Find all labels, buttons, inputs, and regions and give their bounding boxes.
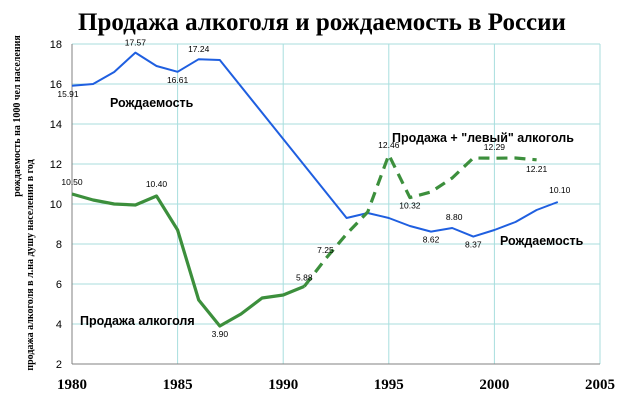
series-line-alcohol [71,192,305,328]
data-label: 5.88 [296,272,313,282]
x-tick-label: 2005 [585,377,615,393]
y-tick-label: 10 [50,199,62,211]
y-axis-label-alcohol: продажа алкоголя в л.на душу населения в… [25,159,36,370]
data-label: 12.21 [526,164,548,174]
data-label: 10.50 [61,177,83,187]
series-line-alcohol_total [303,153,537,288]
data-label: 8.80 [446,212,463,222]
y-axis-label-birth: рождаемость на 1000 чел населения [12,35,23,197]
y-tick-label: 16 [50,79,62,91]
data-label: 3.90 [212,329,229,339]
series-lines [71,51,559,328]
y-tick-label: 2 [56,359,62,371]
data-label: 16.61 [167,75,189,85]
x-tick-label: 1985 [163,377,193,393]
data-label: 8.37 [465,240,482,250]
series-label-birth-lower: Рождаемость [500,234,584,248]
data-labels: 15.91 17.57 16.61 17.24 8.62 8.80 8.37 10.10 10.… [57,38,570,339]
data-label: 7.25 [317,245,334,255]
data-label: 17.57 [125,38,147,48]
axes [71,44,600,365]
y-tick-label: 8 [56,239,62,251]
data-label: 12.46 [378,140,400,150]
series-label-alcohol-total: Продажа + "левый" алкоголь [392,131,574,145]
data-label: 8.62 [423,235,440,245]
x-tick-label: 1980 [57,377,87,393]
x-tick-label: 1995 [374,377,404,393]
series-label-alcohol: Продажа алкоголя [80,314,195,328]
y-tick-labels: 2 4 6 8 10 12 14 16 18 [50,39,62,371]
y-tick-label: 14 [50,119,62,131]
series-label-birth-upper: Рождаемость [110,96,194,110]
x-tick-labels: 1980 1985 1990 1995 2000 2005 [57,377,615,393]
x-tick-label: 2000 [479,377,509,393]
y-tick-label: 18 [50,39,62,51]
data-label: 10.10 [549,185,571,195]
y-tick-label: 4 [56,319,62,331]
data-label: 12.29 [484,142,506,152]
data-label: 17.24 [188,44,210,54]
chart-title: Продажа алкоголя и рождаемость в России [78,9,566,36]
data-label: 10.40 [146,179,168,189]
x-tick-label: 1990 [268,377,298,393]
y-tick-label: 6 [56,279,62,291]
data-label: 10.32 [399,201,421,211]
grid [72,43,601,364]
y-tick-label: 12 [50,159,62,171]
data-label: 15.91 [57,89,79,99]
